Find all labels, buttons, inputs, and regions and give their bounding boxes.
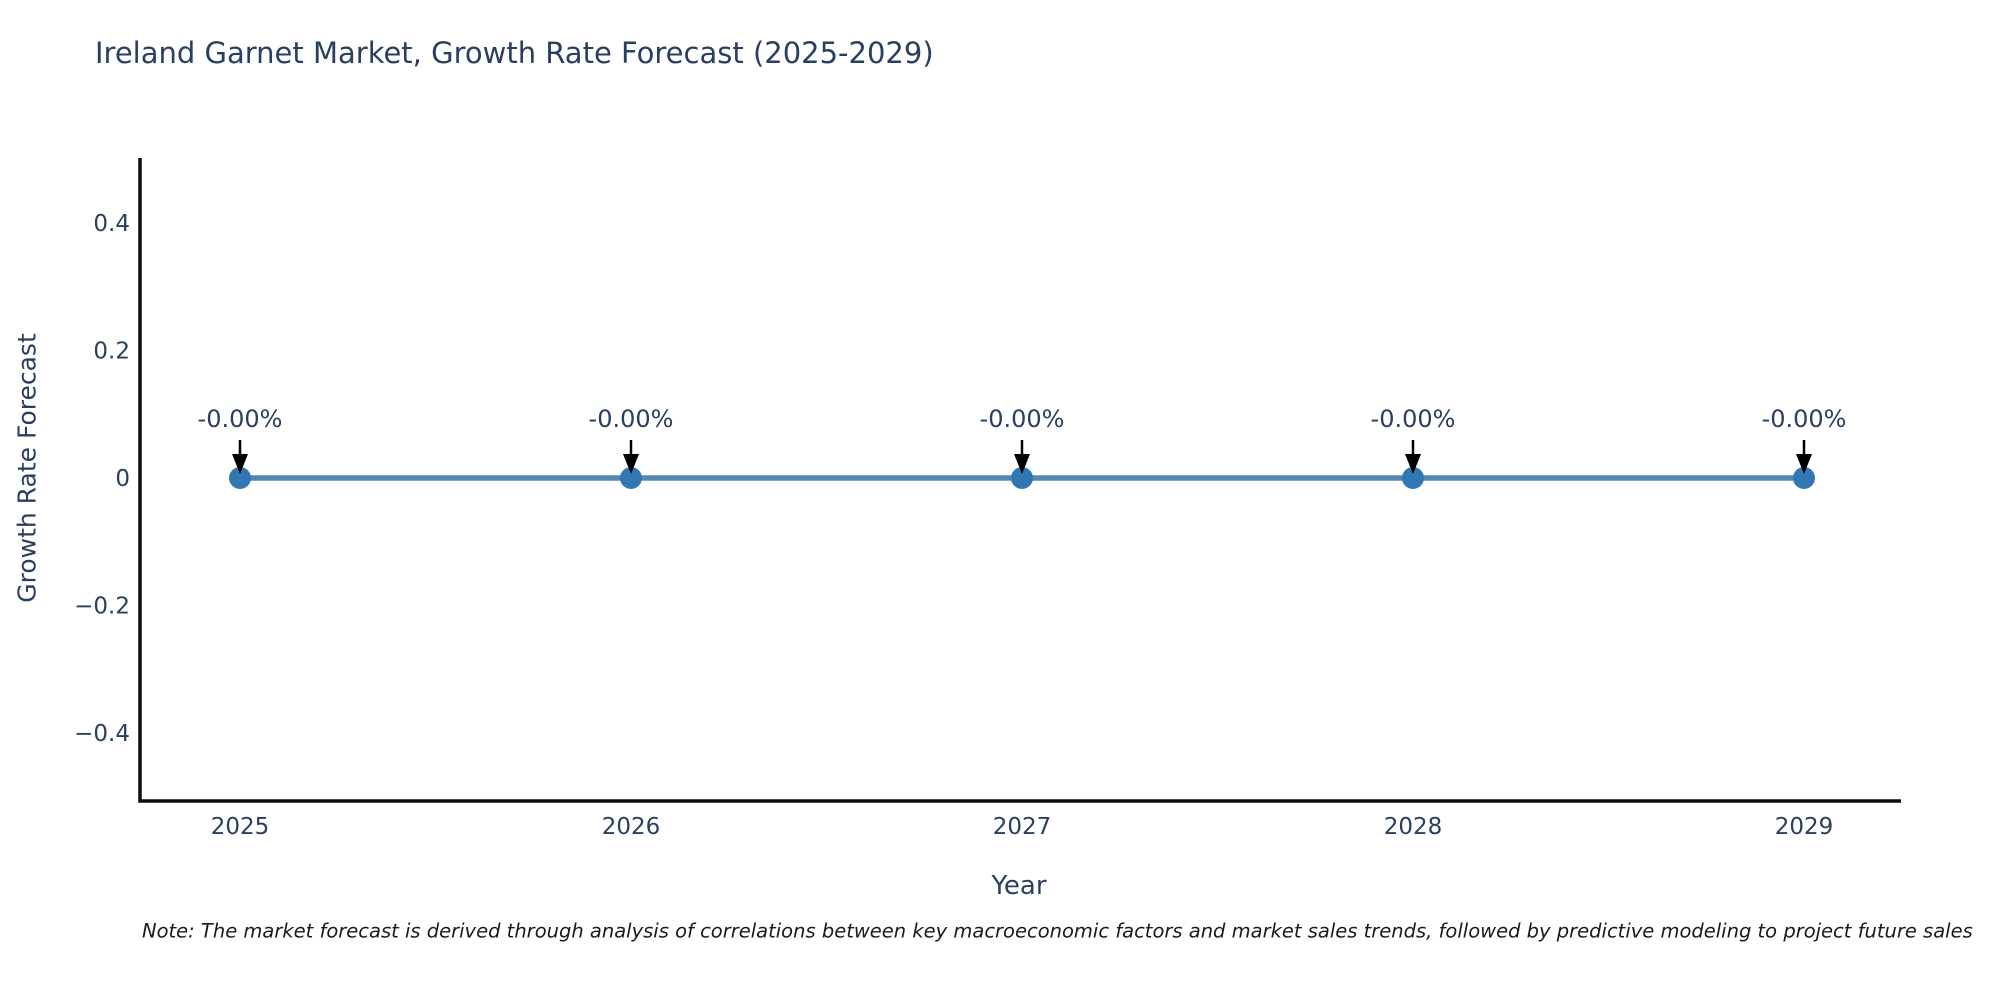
y-tick-label: 0 — [115, 466, 130, 492]
annotation-arrowhead — [623, 454, 639, 474]
x-tick-label: 2028 — [1384, 814, 1443, 840]
axis-lines — [138, 158, 1901, 803]
annotation-label: -0.00% — [198, 405, 283, 433]
x-tick-label: 2027 — [993, 814, 1052, 840]
data-point-marker[interactable] — [620, 467, 642, 489]
annotation-arrowhead — [1405, 454, 1421, 474]
annotation-arrowhead — [1014, 454, 1030, 474]
y-tick-label: −0.4 — [74, 721, 130, 747]
x-tick-label: 2029 — [1775, 814, 1834, 840]
y-tick-label: 0.4 — [93, 211, 130, 237]
data-point-marker[interactable] — [1793, 467, 1815, 489]
footnote: Note: The market forecast is derived thr… — [142, 919, 1973, 943]
annotation-label: -0.00% — [1371, 405, 1456, 433]
annotation-arrowhead — [232, 454, 248, 474]
x-axis-title: Year — [991, 871, 1047, 901]
chart-title: Ireland Garnet Market, Growth Rate Forec… — [95, 36, 934, 70]
y-tick-label: 0.2 — [93, 339, 130, 365]
x-tick-label: 2026 — [602, 814, 661, 840]
annotation-label: -0.00% — [589, 405, 674, 433]
y-tick-label: −0.2 — [74, 594, 130, 620]
annotation-label: -0.00% — [1762, 405, 1847, 433]
data-point-marker[interactable] — [229, 467, 251, 489]
annotation-arrowhead — [1796, 454, 1812, 474]
annotation-label: -0.00% — [980, 405, 1065, 433]
x-tick-label: 2025 — [211, 814, 270, 840]
data-point-marker[interactable] — [1011, 467, 1033, 489]
data-point-marker[interactable] — [1402, 467, 1424, 489]
